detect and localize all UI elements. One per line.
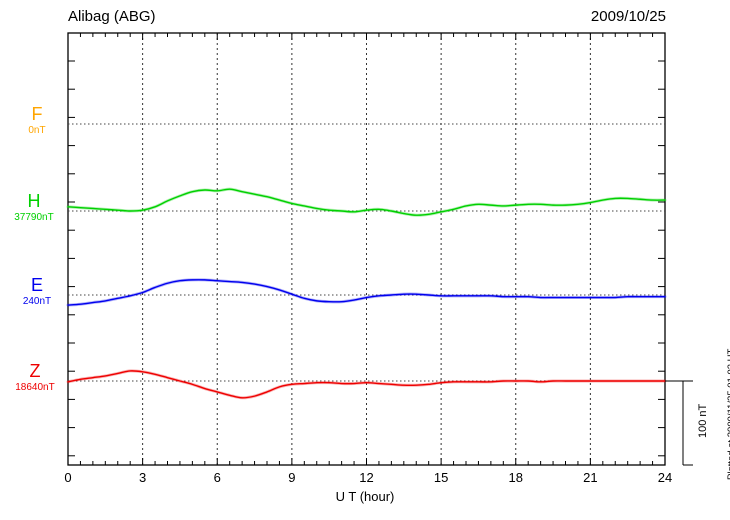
trace-h xyxy=(67,188,666,216)
component-label-h: H 37790nT xyxy=(2,192,66,223)
xtick-label-6: 6 xyxy=(213,470,221,485)
component-traces xyxy=(66,187,667,400)
component-letter-e: E xyxy=(30,275,43,295)
xtick-label-24: 24 xyxy=(657,470,673,485)
observation-date: 2009/10/25 xyxy=(590,8,666,25)
component-baseline-h: 37790nT xyxy=(14,212,54,223)
vertical-gridlines xyxy=(142,33,591,465)
trace-e xyxy=(67,279,666,306)
xtick-label-15: 15 xyxy=(433,470,449,485)
xtick-label-3: 3 xyxy=(139,470,147,485)
component-label-z: Z 18640nT xyxy=(4,362,66,393)
trace-z xyxy=(67,370,666,399)
component-letter-h: H xyxy=(27,191,41,211)
xtick-label-18: 18 xyxy=(508,470,523,485)
component-baseline-e: 240nT xyxy=(22,296,52,307)
component-baselines xyxy=(68,123,665,382)
scale-bar xyxy=(665,380,693,466)
component-baseline-f: 0nT xyxy=(28,125,46,136)
component-letter-f: F xyxy=(31,104,43,124)
scalebar-label: 100 nT xyxy=(697,403,709,438)
component-label-e: E 240nT xyxy=(8,276,66,307)
xaxis-title: U T (hour) xyxy=(335,489,395,504)
xtick-label-21: 21 xyxy=(583,470,598,485)
component-baseline-z: 18640nT xyxy=(15,382,55,393)
axis-ticks xyxy=(67,33,666,465)
component-letter-z: Z xyxy=(29,361,41,381)
station-title: Alibag (ABG) xyxy=(68,8,156,25)
plot-timestamp: Plotted at 2009/11/25 01 03 UT xyxy=(726,348,730,480)
xtick-label-9: 9 xyxy=(288,470,296,485)
xtick-label-12: 12 xyxy=(359,470,374,485)
xtick-label-0: 0 xyxy=(64,470,72,485)
component-label-f: F 0nT xyxy=(8,105,66,136)
